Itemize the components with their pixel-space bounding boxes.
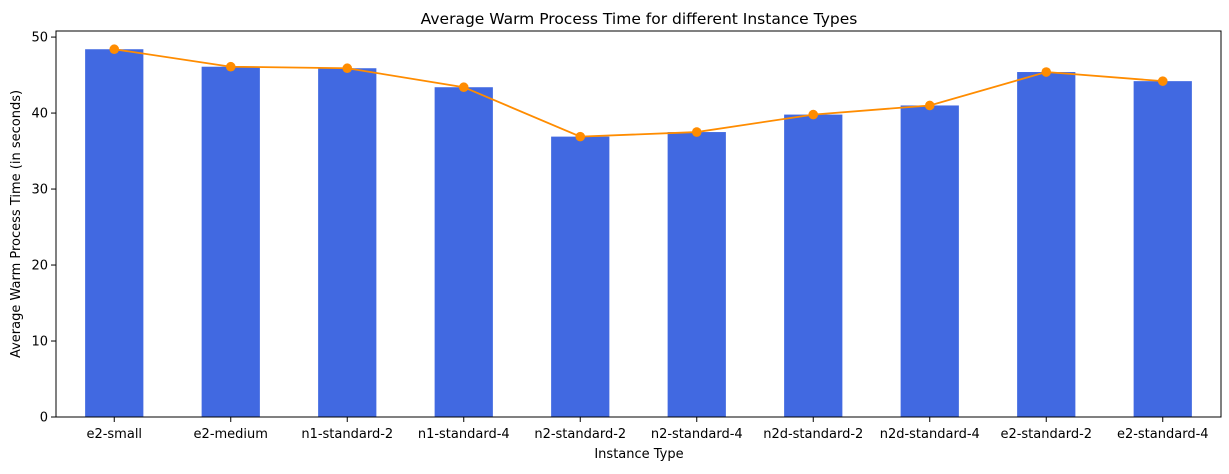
plot-frame [55, 30, 1222, 418]
line-layer [109, 44, 1168, 142]
x-tick-label: n1-standard-4 [418, 427, 510, 442]
line-point-e2-medium [225, 61, 236, 72]
bar-n2d-standard-2 [784, 114, 843, 418]
bar-n2-standard-4 [667, 132, 726, 417]
line-point-e2-standard-2 [1041, 67, 1052, 77]
bar-e2-small [85, 49, 144, 418]
line-point-e2-small [109, 44, 120, 55]
x-tick-label: n2-standard-4 [651, 427, 743, 442]
chart-title: Average Warm Process Time for different … [421, 10, 858, 28]
line-point-n1-standard-2 [342, 63, 353, 74]
bar-e2-standard-4 [1133, 81, 1192, 418]
y-tick-label: 50 [31, 31, 48, 46]
y-axis: 0 10 20 30 40 50 [31, 31, 56, 426]
line-point-n2d-standard-4 [924, 100, 935, 111]
y-tick-label: 10 [31, 335, 48, 350]
y-tick-label: 40 [31, 107, 48, 122]
x-tick-label: n2d-standard-4 [880, 427, 980, 442]
x-axis: e2-small e2-medium n1-standard-2 n1-standar… [86, 417, 1209, 442]
y-tick-label: 20 [31, 259, 48, 274]
line-point-e2-standard-4 [1157, 76, 1168, 86]
y-tick-label: 0 [40, 411, 48, 426]
series-line [114, 48, 1163, 138]
x-tick-label: e2-medium [194, 427, 268, 442]
bars-layer [85, 49, 1192, 418]
line-point-n2-standard-4 [691, 127, 702, 137]
x-tick-label: e2-standard-2 [1000, 427, 1092, 442]
x-tick-label: n2-standard-2 [534, 427, 626, 442]
x-tick-label: n1-standard-2 [301, 427, 393, 442]
line-point-n2-standard-2 [575, 131, 586, 142]
x-axis-label: Instance Type [594, 447, 683, 462]
x-tick-label: e2-standard-4 [1117, 427, 1209, 442]
bar-n1-standard-2 [318, 68, 377, 417]
bar-e2-standard-2 [1017, 72, 1076, 417]
line-point-n1-standard-4 [458, 82, 469, 93]
y-tick-label: 30 [31, 183, 48, 198]
bar-n2-standard-2 [551, 136, 610, 417]
bar-e2-medium [201, 66, 260, 418]
x-tick-label: e2-small [86, 427, 142, 442]
y-axis-label: Average Warm Process Time (in seconds) [9, 90, 24, 358]
line-point-n2d-standard-2 [808, 109, 819, 120]
x-tick-label: n2d-standard-2 [763, 427, 863, 442]
bar-n1-standard-4 [434, 87, 493, 418]
bar-n2d-standard-4 [900, 105, 959, 417]
